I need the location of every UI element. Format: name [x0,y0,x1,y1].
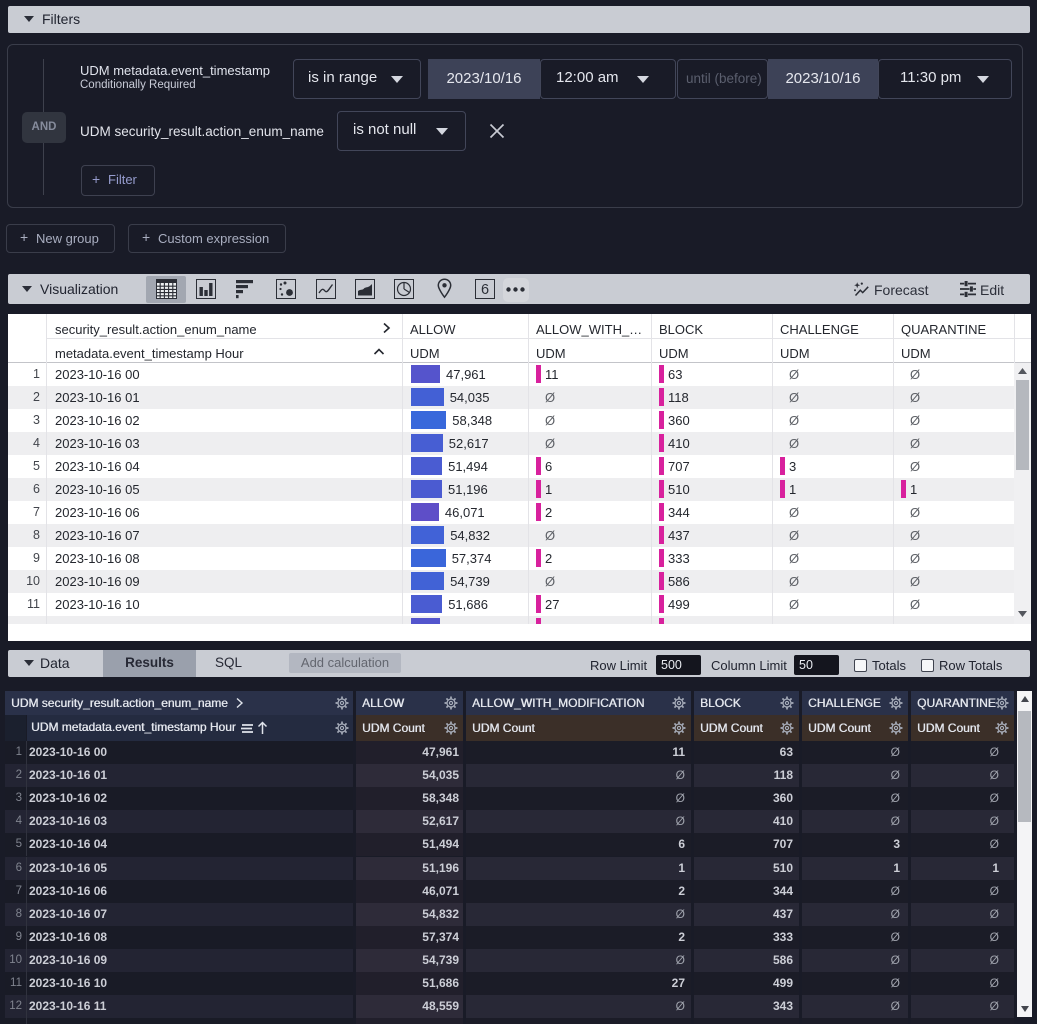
svg-text:6: 6 [481,282,489,298]
